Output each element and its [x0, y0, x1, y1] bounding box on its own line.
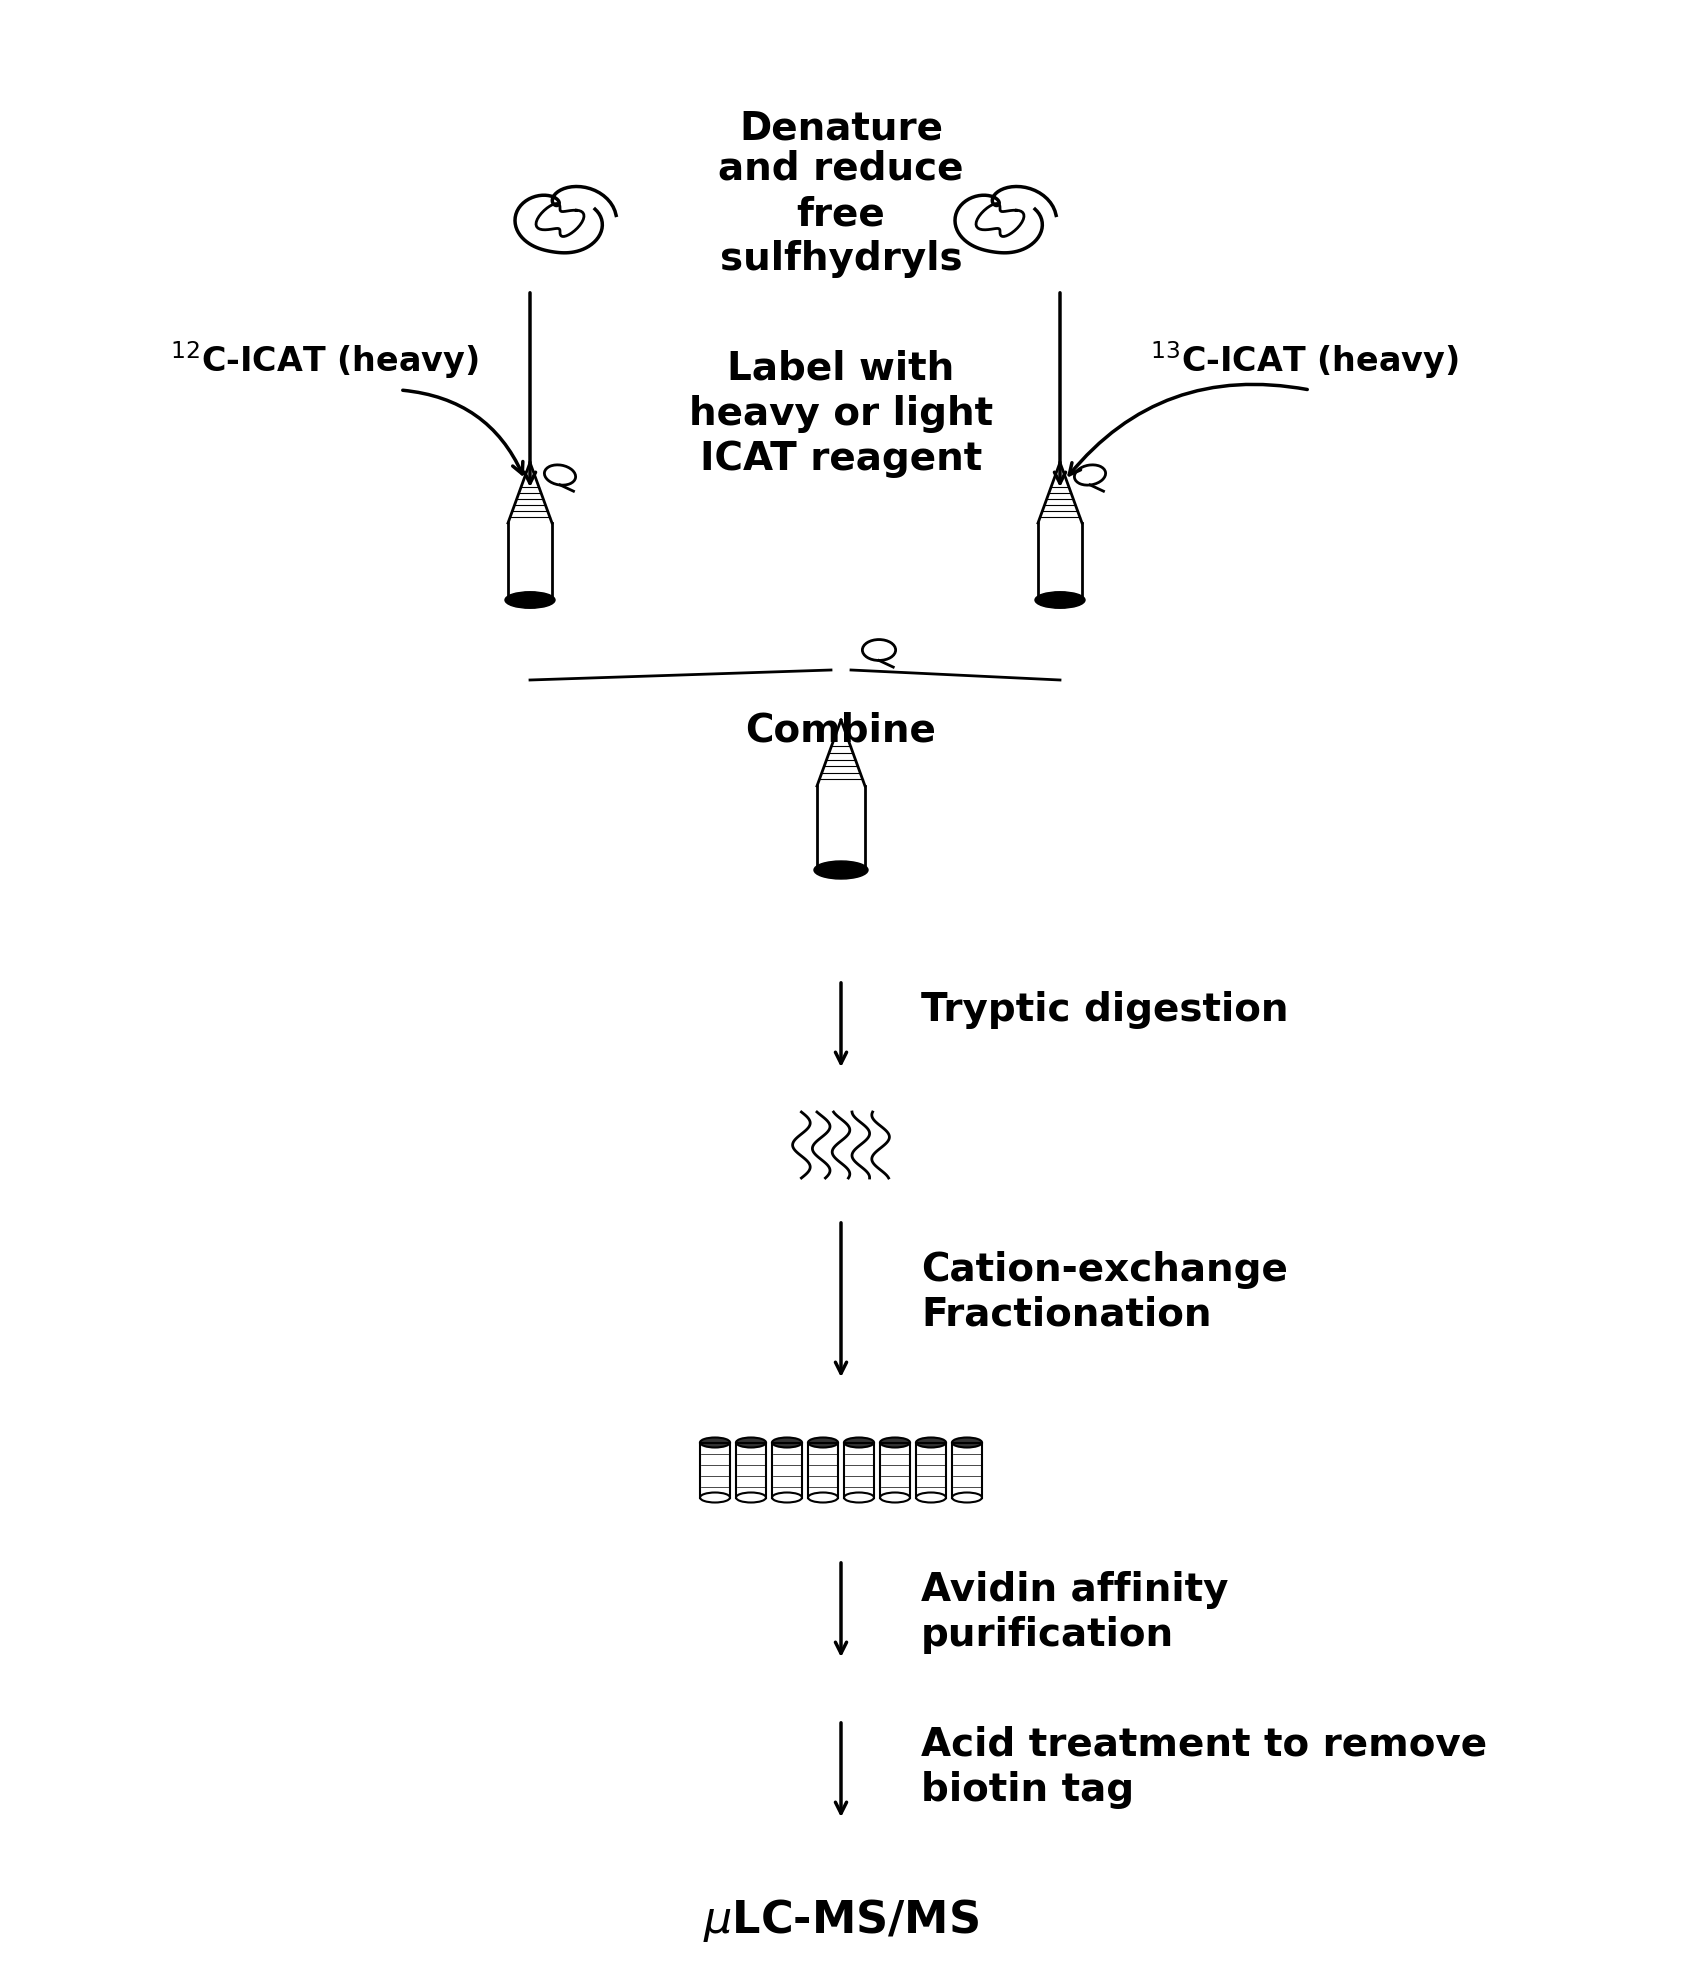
Text: Denature: Denature	[738, 109, 944, 147]
Text: Avidin affinity: Avidin affinity	[922, 1572, 1228, 1609]
Text: ICAT reagent: ICAT reagent	[700, 439, 982, 479]
Text: purification: purification	[922, 1615, 1174, 1653]
Text: Tryptic digestion: Tryptic digestion	[922, 992, 1288, 1029]
Text: and reduce: and reduce	[718, 149, 964, 189]
Ellipse shape	[700, 1437, 730, 1447]
Text: Cation-exchange: Cation-exchange	[922, 1252, 1288, 1290]
Ellipse shape	[807, 1437, 838, 1447]
Ellipse shape	[505, 592, 555, 608]
Text: Label with: Label with	[727, 350, 955, 387]
Ellipse shape	[1034, 592, 1085, 608]
Ellipse shape	[844, 1437, 875, 1447]
Ellipse shape	[917, 1437, 945, 1447]
Text: Combine: Combine	[745, 711, 937, 749]
Text: $^{13}$C-ICAT (heavy): $^{13}$C-ICAT (heavy)	[1150, 340, 1458, 382]
Ellipse shape	[814, 860, 868, 878]
Text: Acid treatment to remove: Acid treatment to remove	[922, 1727, 1487, 1764]
Text: $\mu$LC-MS/MS: $\mu$LC-MS/MS	[703, 1896, 979, 1943]
Text: biotin tag: biotin tag	[922, 1770, 1134, 1808]
Ellipse shape	[772, 1437, 802, 1447]
Text: $^{12}$C-ICAT (heavy): $^{12}$C-ICAT (heavy)	[170, 340, 479, 382]
Text: free: free	[797, 195, 885, 232]
Text: sulfhydryls: sulfhydryls	[720, 240, 962, 278]
Text: Fractionation: Fractionation	[922, 1296, 1211, 1333]
Text: heavy or light: heavy or light	[690, 395, 992, 433]
Ellipse shape	[952, 1437, 982, 1447]
Ellipse shape	[737, 1437, 765, 1447]
Ellipse shape	[880, 1437, 910, 1447]
